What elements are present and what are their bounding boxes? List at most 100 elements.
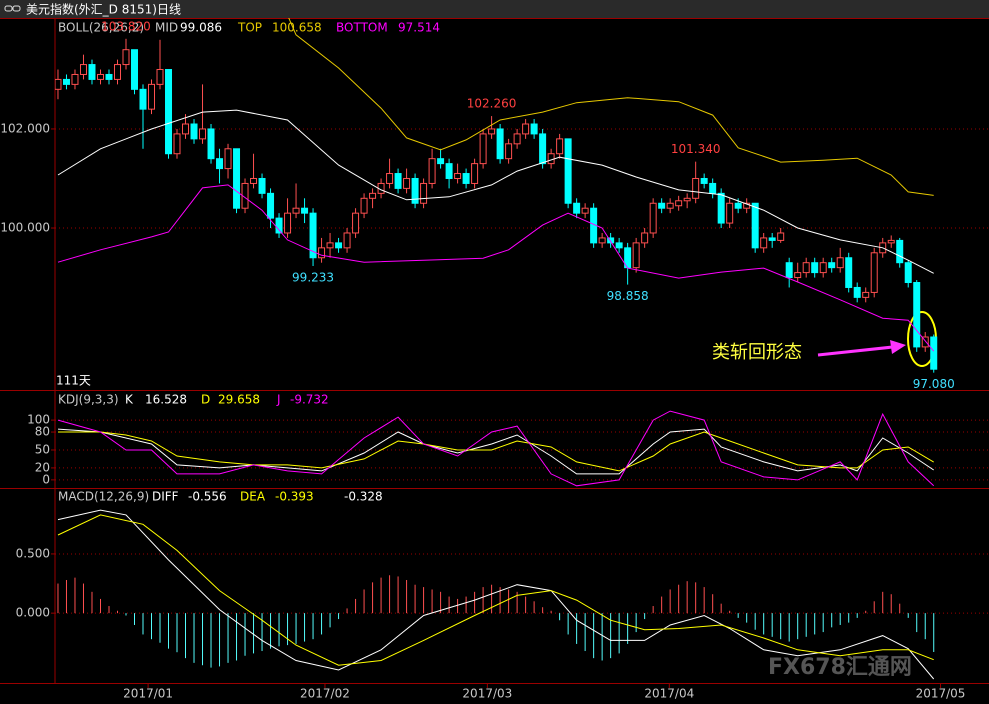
- indicator-title: KDJ(9,3,3): [58, 393, 119, 407]
- candle-body: [581, 207, 589, 214]
- candle-body: [513, 133, 521, 145]
- candle-body: [811, 262, 819, 274]
- candle-body: [292, 207, 300, 214]
- panel-plot: [55, 509, 989, 680]
- candle-body: [896, 239, 904, 264]
- candle-body: [105, 73, 113, 80]
- candle-body: [309, 212, 317, 259]
- indicator-line: [58, 431, 934, 472]
- low-label: 99.233: [292, 271, 334, 285]
- candle-body: [62, 78, 70, 85]
- candle-body: [471, 163, 479, 184]
- candle-body: [71, 73, 79, 85]
- day-count: 111天: [56, 374, 91, 388]
- candle-body: [301, 207, 309, 214]
- candle-body: [632, 242, 640, 269]
- candle-body: [734, 202, 742, 209]
- y-tick-label: 100.000: [0, 221, 50, 235]
- legend-value: 99.086: [180, 21, 222, 35]
- window-title: 美元指数(外汇_D 8151)日线: [26, 2, 181, 17]
- candle-body: [250, 177, 258, 184]
- legend-value: 100.658: [272, 21, 322, 35]
- candle-body: [717, 192, 725, 224]
- candle-body: [760, 237, 768, 249]
- candle-body: [284, 212, 292, 234]
- x-tick-label: 2017/03: [462, 687, 512, 701]
- candle-body: [530, 123, 538, 135]
- callout-arrowhead: [890, 340, 906, 354]
- legend-name: K: [125, 393, 134, 407]
- candle-body: [233, 148, 241, 209]
- legend-name: MID: [155, 21, 178, 35]
- candle-body: [862, 291, 870, 298]
- y-tick-label: 50: [35, 442, 50, 456]
- legend-value: -0.328: [344, 490, 383, 504]
- candle-body: [343, 232, 351, 249]
- candle-body: [547, 153, 555, 165]
- high-label: 103.820: [101, 19, 151, 33]
- candle-body: [887, 239, 895, 244]
- candle-body: [122, 49, 130, 66]
- low-label: 97.080: [913, 377, 955, 391]
- candle-body: [190, 123, 198, 140]
- callout-arrow: [817, 345, 894, 357]
- indicator-line: [57, 410, 935, 487]
- candle-body: [428, 158, 436, 184]
- candle-body: [853, 286, 861, 298]
- candle-body: [207, 128, 215, 160]
- legend-value: 97.514: [398, 21, 440, 35]
- candle-body: [683, 197, 691, 202]
- frame: [0, 18, 989, 684]
- candle-body: [785, 262, 793, 279]
- candle-body: [173, 133, 181, 155]
- candle-body: [79, 64, 87, 75]
- candle-body: [522, 123, 530, 135]
- candle-body: [845, 257, 853, 288]
- x-tick-label: 2017/04: [644, 687, 694, 701]
- candle-body: [386, 173, 394, 184]
- candle-body: [479, 133, 487, 165]
- legend-value: 16.528: [145, 393, 187, 407]
- indicator-title: MACD(12,26,9): [58, 490, 149, 504]
- candle-body: [870, 252, 878, 293]
- candle-body: [598, 237, 606, 244]
- legend-name: J: [276, 393, 281, 407]
- indicator-line: [288, 18, 934, 196]
- candle-body: [394, 173, 402, 189]
- candle-body: [794, 272, 802, 279]
- candle-body: [113, 64, 121, 80]
- legend-value: -9.732: [290, 393, 329, 407]
- candle-body: [658, 202, 666, 209]
- candle-body: [462, 173, 470, 184]
- candle-body: [335, 242, 343, 249]
- high-label: 101.340: [671, 142, 721, 156]
- candle-body: [743, 202, 751, 209]
- candle-body: [411, 177, 419, 204]
- candle-body: [139, 88, 147, 110]
- candle-body: [615, 242, 623, 249]
- candle-body: [369, 192, 377, 199]
- candle-body: [819, 262, 827, 274]
- x-tick-label: 2017/02: [300, 687, 350, 701]
- y-tick-label: 20: [35, 460, 50, 474]
- legend-name: BOTTOM: [336, 21, 388, 35]
- candle-body: [692, 177, 700, 199]
- high-label: 102.260: [467, 97, 517, 111]
- candle-body: [165, 69, 173, 155]
- candle-body: [573, 202, 581, 214]
- candle-body: [420, 182, 428, 204]
- indicator-line: [57, 184, 935, 352]
- candle-body: [488, 128, 496, 135]
- y-tick-label: 0.500: [16, 546, 50, 560]
- candle-body: [675, 200, 683, 207]
- candle-body: [777, 232, 785, 241]
- legend-value: -0.556: [188, 490, 227, 504]
- candle-body: [836, 257, 844, 269]
- y-tick-label: 100: [27, 413, 50, 427]
- candle-body: [564, 138, 572, 204]
- panel-plot: [55, 18, 989, 373]
- y-tick-label: 0.000: [16, 606, 50, 620]
- low-label: 98.858: [607, 289, 649, 303]
